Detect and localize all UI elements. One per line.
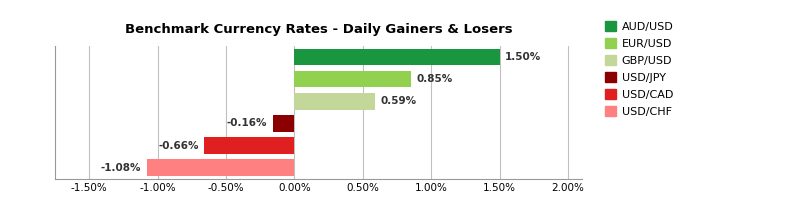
Text: -0.66%: -0.66%: [158, 141, 199, 151]
Bar: [273, 115, 295, 132]
Text: 0.59%: 0.59%: [380, 96, 417, 106]
Bar: [204, 137, 295, 154]
Text: 1.50%: 1.50%: [505, 52, 542, 62]
Text: -0.16%: -0.16%: [226, 118, 267, 128]
Bar: [295, 48, 500, 65]
Bar: [147, 160, 295, 176]
Legend: AUD/USD, EUR/USD, GBP/USD, USD/JPY, USD/CAD, USD/CHF: AUD/USD, EUR/USD, GBP/USD, USD/JPY, USD/…: [603, 19, 676, 119]
Text: Benchmark Currency Rates - Daily Gainers & Losers: Benchmark Currency Rates - Daily Gainers…: [124, 23, 512, 36]
Bar: [295, 71, 410, 87]
Bar: [295, 93, 375, 110]
Text: -1.08%: -1.08%: [101, 163, 141, 173]
Text: 0.85%: 0.85%: [416, 74, 453, 84]
